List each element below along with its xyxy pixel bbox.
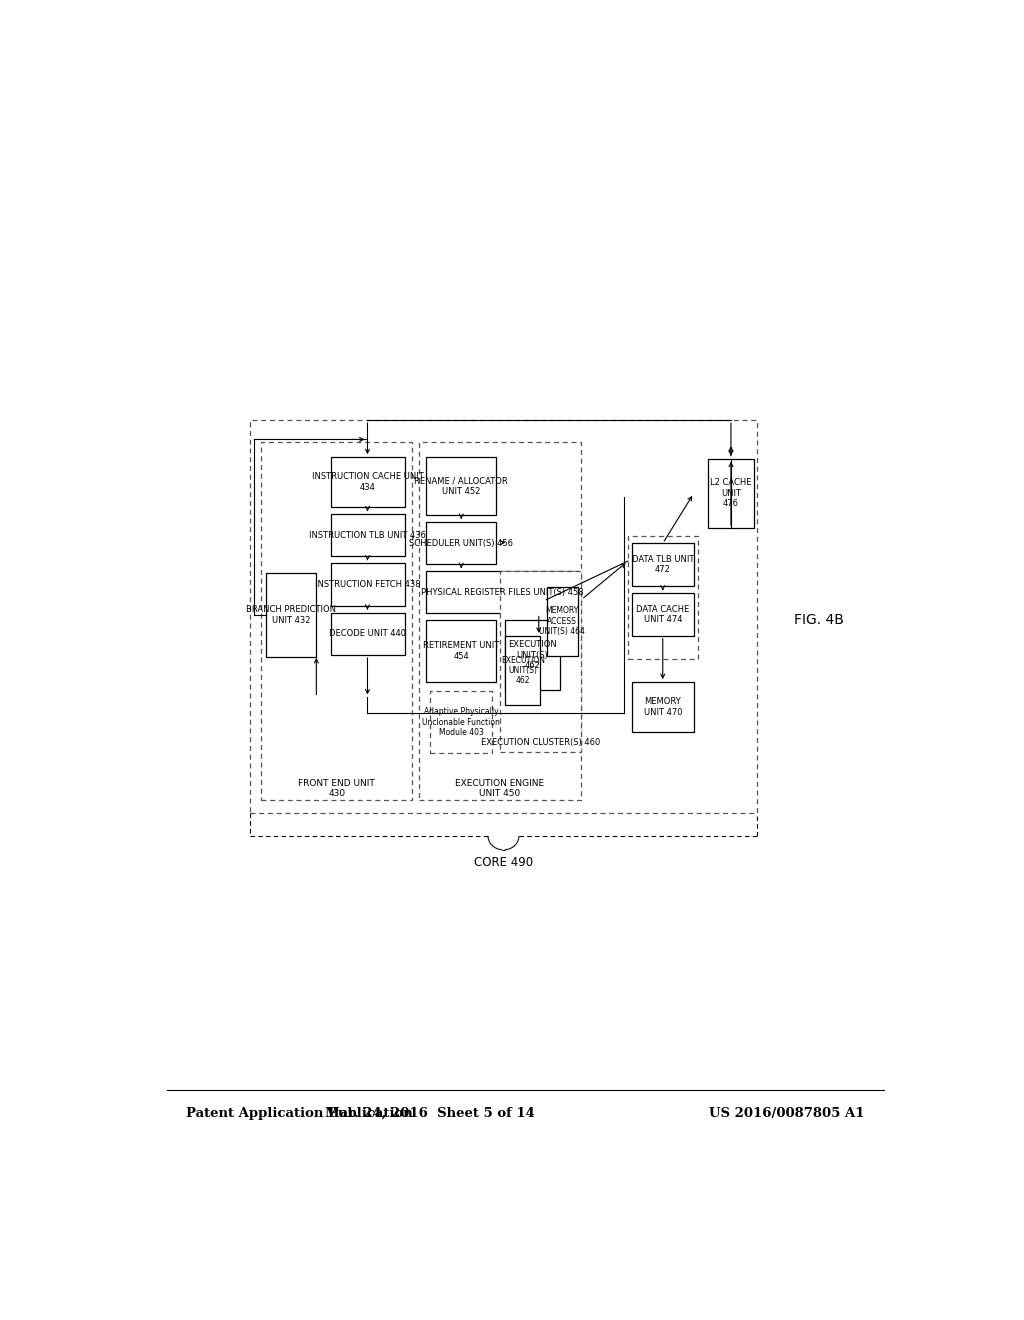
Bar bbox=[430, 692, 493, 752]
Text: INSTRUCTION CACHE UNIT
434: INSTRUCTION CACHE UNIT 434 bbox=[311, 473, 423, 492]
Text: Adaptive Physically
Unclonable Function
Module 403: Adaptive Physically Unclonable Function … bbox=[422, 708, 500, 737]
Bar bbox=[331, 612, 404, 655]
Bar bbox=[632, 682, 693, 733]
Bar bbox=[331, 513, 404, 557]
Text: Mar. 24, 2016  Sheet 5 of 14: Mar. 24, 2016 Sheet 5 of 14 bbox=[326, 1107, 536, 1121]
Text: EXECUTION
UNIT(S)
462: EXECUTION UNIT(S) 462 bbox=[508, 640, 557, 671]
Bar bbox=[426, 457, 496, 515]
Bar bbox=[632, 544, 693, 586]
Text: L2 CACHE
UNIT
476: L2 CACHE UNIT 476 bbox=[711, 478, 752, 508]
Text: MEMORY
UNIT 470: MEMORY UNIT 470 bbox=[643, 697, 682, 717]
Bar bbox=[506, 620, 560, 689]
Text: EXECUTION
UNIT(S)
462: EXECUTION UNIT(S) 462 bbox=[501, 656, 545, 685]
Text: CORE 490: CORE 490 bbox=[474, 857, 534, 870]
Text: DATA CACHE
UNIT 474: DATA CACHE UNIT 474 bbox=[636, 605, 689, 624]
Text: MEMORY
ACCESS
UNIT(S) 464: MEMORY ACCESS UNIT(S) 464 bbox=[539, 606, 585, 636]
Bar bbox=[426, 620, 496, 682]
Text: Patent Application Publication: Patent Application Publication bbox=[186, 1107, 413, 1121]
Text: RENAME / ALLOCATOR
UNIT 452: RENAME / ALLOCATOR UNIT 452 bbox=[415, 477, 508, 496]
Bar bbox=[426, 521, 496, 564]
Text: RETIREMENT UNIT
454: RETIREMENT UNIT 454 bbox=[423, 642, 500, 661]
Text: FRONT END UNIT
430: FRONT END UNIT 430 bbox=[298, 779, 375, 799]
Text: INSTRUCTION FETCH 438: INSTRUCTION FETCH 438 bbox=[314, 579, 420, 589]
Text: EXECUTION ENGINE
UNIT 450: EXECUTION ENGINE UNIT 450 bbox=[456, 779, 545, 799]
Text: FIG. 4B: FIG. 4B bbox=[795, 614, 845, 627]
Bar bbox=[628, 536, 697, 659]
Bar bbox=[506, 636, 541, 705]
Text: PHYSICAL REGISTER FILES UNIT(S) 458: PHYSICAL REGISTER FILES UNIT(S) 458 bbox=[421, 587, 584, 597]
Bar bbox=[250, 420, 758, 813]
Bar bbox=[266, 573, 316, 657]
Text: BRANCH PREDICTION
UNIT 432: BRANCH PREDICTION UNIT 432 bbox=[246, 606, 336, 624]
Text: INSTRUCTION TLB UNIT 436: INSTRUCTION TLB UNIT 436 bbox=[309, 531, 426, 540]
Bar bbox=[331, 457, 404, 507]
Text: SCHEDULER UNIT(S) 456: SCHEDULER UNIT(S) 456 bbox=[410, 539, 513, 548]
Bar bbox=[261, 442, 413, 800]
Text: DATA TLB UNIT
472: DATA TLB UNIT 472 bbox=[632, 554, 694, 574]
Text: EXECUTION CLUSTER(S) 460: EXECUTION CLUSTER(S) 460 bbox=[481, 738, 600, 747]
Bar bbox=[500, 572, 582, 752]
Bar bbox=[419, 442, 582, 800]
Bar bbox=[708, 459, 755, 528]
Bar bbox=[547, 586, 578, 656]
Bar bbox=[331, 564, 404, 606]
Bar bbox=[632, 594, 693, 636]
Bar bbox=[426, 572, 578, 614]
Text: US 2016/0087805 A1: US 2016/0087805 A1 bbox=[710, 1107, 864, 1121]
Text: DECODE UNIT 440: DECODE UNIT 440 bbox=[329, 630, 406, 639]
